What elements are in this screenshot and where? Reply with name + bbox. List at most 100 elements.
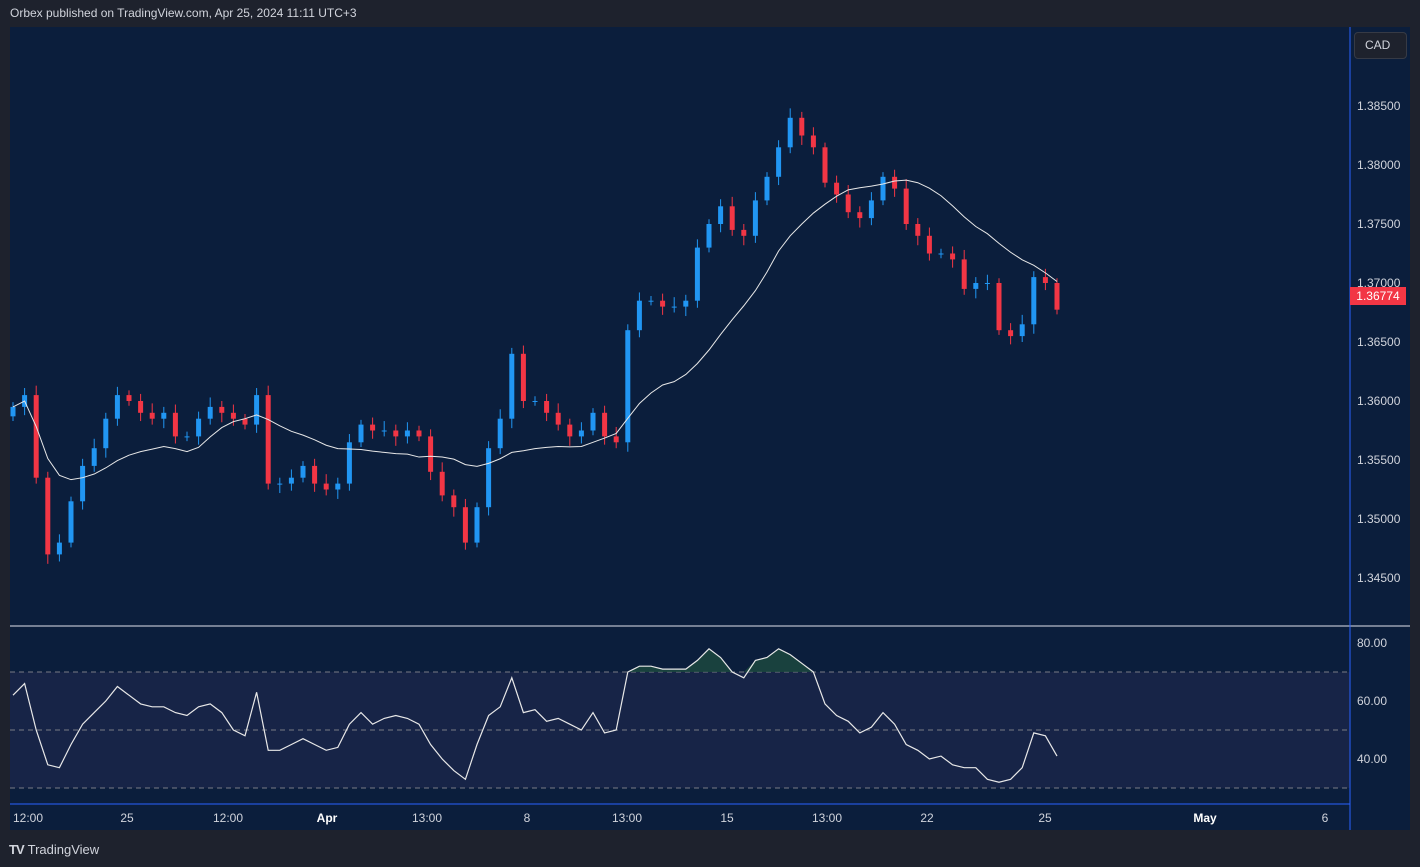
- rsi-overbought-fill: [13, 648, 1057, 672]
- axis-tick-label: 8: [524, 811, 531, 825]
- candle-body: [196, 418, 202, 437]
- axis-tick-label: 60.00: [1357, 694, 1387, 708]
- axis-tick-label: 22: [920, 811, 934, 825]
- candle-body: [451, 495, 457, 508]
- candle-body: [532, 401, 538, 402]
- candle-body: [590, 412, 596, 431]
- candle-body: [694, 247, 700, 301]
- axis-tick-label: 12:00: [13, 811, 43, 825]
- candle-body: [915, 224, 921, 236]
- candle-body: [230, 412, 236, 419]
- candles: [10, 108, 1060, 564]
- candle-body: [404, 430, 410, 437]
- candle-body: [938, 253, 944, 255]
- last-price-badge-bg: [1350, 287, 1406, 305]
- candle-body: [996, 283, 1002, 331]
- candle-body: [868, 200, 874, 219]
- candle-body: [56, 542, 62, 555]
- candle-body: [474, 507, 480, 543]
- candle-body: [880, 176, 886, 201]
- axis-tick-label: 13:00: [812, 811, 842, 825]
- candle-body: [126, 395, 132, 401]
- candle-body: [1054, 283, 1060, 310]
- candle-body: [288, 477, 294, 484]
- axis-tick-label: 40.00: [1357, 752, 1387, 766]
- candle-body: [497, 418, 503, 449]
- candle-body: [346, 442, 352, 484]
- candle-body: [462, 507, 468, 543]
- candle-body: [810, 135, 816, 148]
- candle-body: [393, 430, 399, 437]
- axis-tick-label: 1.38000: [1357, 158, 1401, 172]
- candle-body: [312, 465, 318, 484]
- candle-body: [764, 176, 770, 201]
- candle-body: [265, 395, 271, 484]
- axis-tick-label: 80.00: [1357, 636, 1387, 650]
- candle-body: [242, 418, 248, 425]
- axis-tick-label: 6: [1322, 811, 1329, 825]
- candle-body: [172, 412, 178, 437]
- candle-body: [370, 424, 376, 431]
- candle-body: [254, 395, 260, 425]
- rsi-line: [12, 648, 1058, 783]
- axis-tick-label: 1.38500: [1357, 99, 1401, 113]
- candle-body: [973, 283, 979, 289]
- candle-body: [161, 412, 167, 419]
- publish-info: Orbex published on TradingView.com, Apr …: [10, 6, 357, 20]
- candle-body: [416, 430, 422, 437]
- candle-body: [613, 436, 619, 443]
- candle-body: [729, 206, 735, 230]
- axis-tick-label: 1.34500: [1357, 571, 1401, 585]
- candle-body: [660, 300, 666, 307]
- candle-body: [358, 424, 364, 443]
- candle-body: [683, 300, 689, 307]
- candle-body: [602, 412, 608, 437]
- candle-body: [219, 406, 225, 413]
- tradingview-logo[interactable]: TV TradingView: [9, 842, 99, 857]
- candle-body: [509, 353, 515, 419]
- axis-tick-label: 25: [120, 811, 134, 825]
- axis-tick-label: Apr: [317, 811, 338, 825]
- currency-button[interactable]: CAD: [1354, 32, 1407, 59]
- candle-body: [636, 300, 642, 331]
- candle-body: [1019, 324, 1025, 337]
- candle-body: [149, 412, 155, 419]
- tradingview-logo-icon: TV: [9, 842, 25, 857]
- candle-body: [799, 117, 805, 136]
- axis-tick-label: May: [1193, 811, 1217, 825]
- candle-body: [578, 430, 584, 437]
- candle-body: [625, 330, 631, 443]
- candle-body: [10, 406, 16, 417]
- candle-body: [718, 206, 724, 224]
- axis-tick-label: 1.36000: [1357, 394, 1401, 408]
- axis-tick-label: 1.36500: [1357, 335, 1401, 349]
- candle-body: [984, 283, 990, 284]
- candle-body: [776, 147, 782, 177]
- axis-tick-label: 1.35000: [1357, 512, 1401, 526]
- candle-body: [207, 406, 213, 419]
- candle-body: [114, 395, 120, 419]
- candle-body: [845, 194, 851, 213]
- candle-body: [80, 465, 86, 502]
- candle-body: [520, 353, 526, 401]
- candle-body: [706, 224, 712, 248]
- axis-tick-label: 1.37000: [1357, 276, 1401, 290]
- candle-body: [486, 448, 492, 508]
- candle-body: [555, 412, 561, 425]
- candle-body: [68, 501, 74, 543]
- candle-body: [323, 483, 329, 490]
- candle-body: [648, 300, 654, 302]
- candle-body: [892, 176, 898, 189]
- candle-body: [184, 436, 190, 438]
- candle-body: [1042, 277, 1048, 283]
- axis-tick-label: 1.35500: [1357, 453, 1401, 467]
- candle-body: [752, 200, 758, 236]
- axis-tick-label: 12:00: [213, 811, 243, 825]
- moving-average-line: [12, 179, 1058, 481]
- candle-body: [567, 424, 573, 437]
- axis-tick-label: 15: [720, 811, 734, 825]
- candle-body: [1008, 330, 1014, 337]
- candle-body: [1031, 277, 1037, 325]
- candle-body: [138, 401, 144, 413]
